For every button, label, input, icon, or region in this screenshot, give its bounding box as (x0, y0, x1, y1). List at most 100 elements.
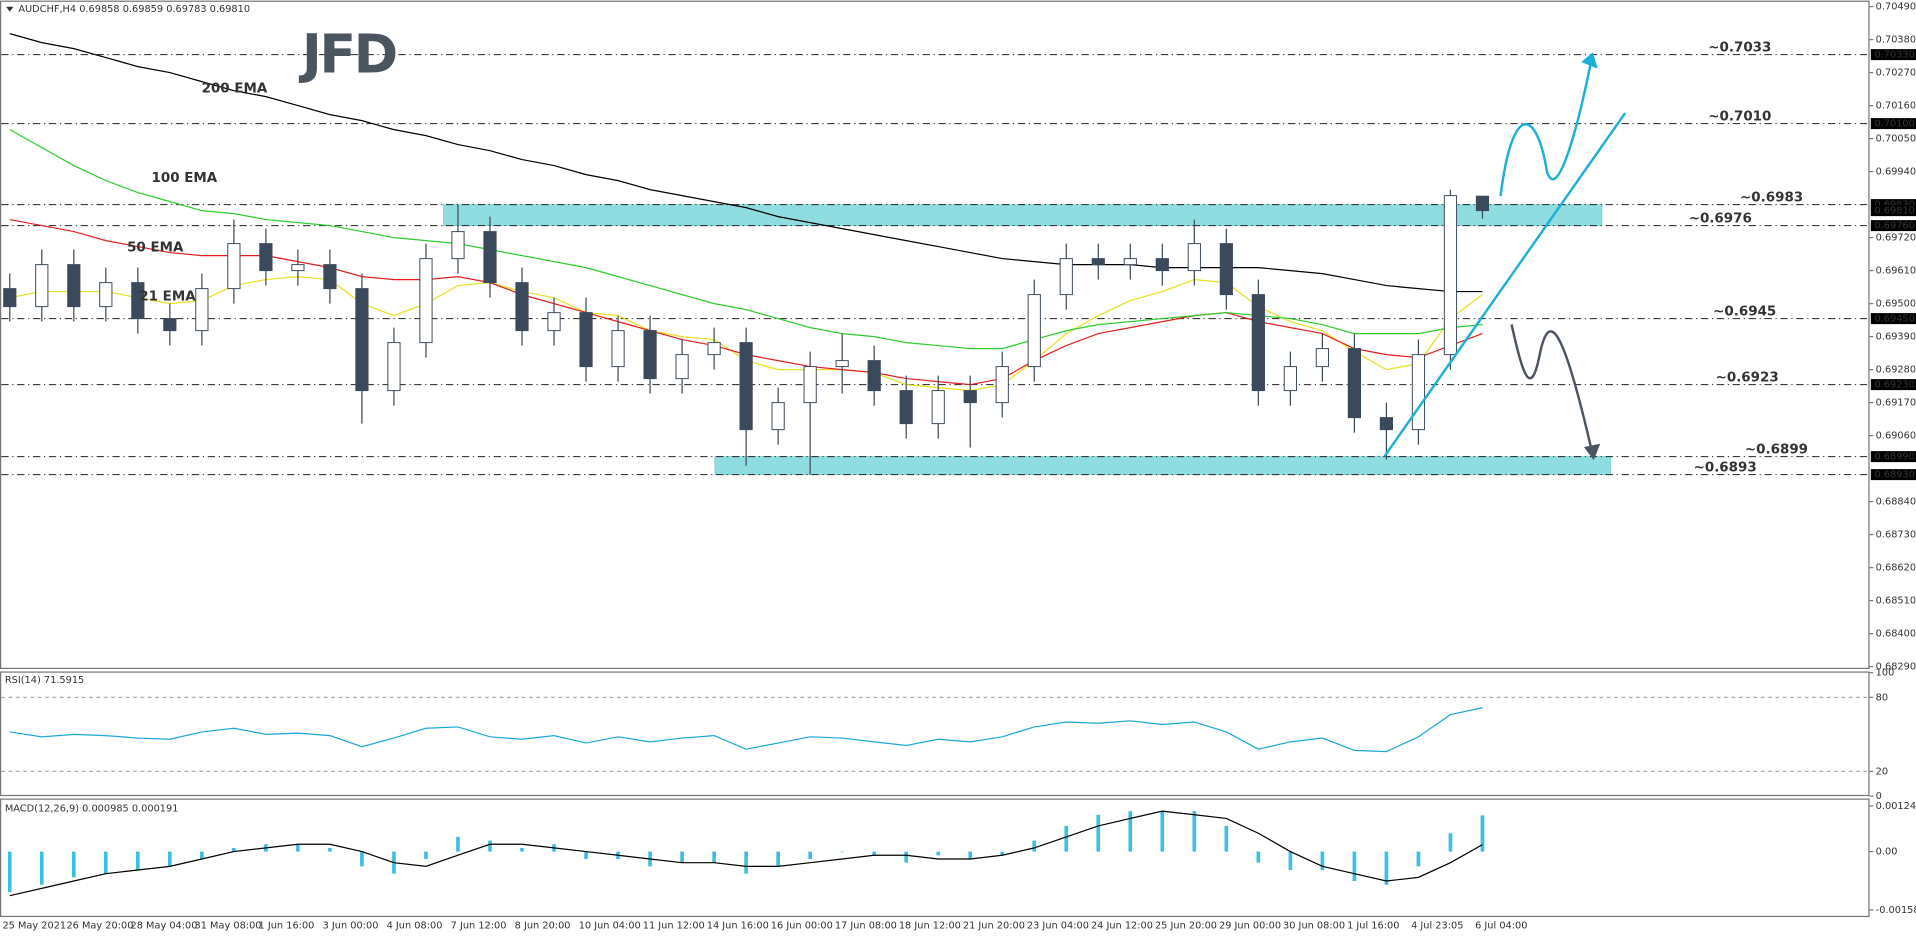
histogram-bar (103, 851, 108, 874)
candle-body (547, 312, 561, 332)
candle-body (707, 342, 721, 356)
candle-body (67, 264, 81, 308)
histogram-bar (1416, 851, 1421, 867)
series-label: 21 EMA (139, 289, 196, 304)
y-tick-label: 0.69060 (1876, 431, 1916, 442)
menu-icon[interactable] (6, 6, 14, 12)
candle-body (899, 390, 913, 425)
x-tick-label: 4 Jun 08:00 (387, 921, 443, 932)
histogram-bar (328, 847, 332, 852)
candle-body (995, 366, 1009, 404)
histogram-bar (136, 851, 140, 870)
x-tick-label: 16 Jun 00:00 (771, 921, 833, 932)
y-tick-label: 0.69390 (1876, 332, 1916, 343)
histogram-bar (456, 836, 460, 852)
price-box-label: 0.70100 (1874, 119, 1914, 130)
histogram-bar (1256, 851, 1261, 863)
y-tick-label: 80 (1876, 692, 1888, 703)
y-tick-label: 0.69610 (1876, 266, 1916, 277)
macd-panel-frame (0, 798, 1870, 918)
candle-body (675, 354, 689, 380)
candle-body (1059, 258, 1073, 296)
candle-body (163, 318, 177, 332)
histogram-bar (1128, 811, 1133, 852)
main-panel-frame (0, 0, 1870, 670)
y-tick-label: -0.001585 (1876, 905, 1916, 916)
x-tick-label: 28 May 04:00 (131, 921, 198, 932)
candle-body (3, 288, 17, 308)
series-label: 100 EMA (152, 171, 218, 186)
candle-body (771, 402, 785, 431)
candle-body (1123, 258, 1137, 266)
x-tick-label: 11 Jun 12:00 (643, 921, 705, 932)
candle-body (1219, 243, 1233, 296)
series-label: 50 EMA (127, 240, 184, 255)
y-tick-label: 0.69170 (1876, 398, 1916, 409)
candle-body (515, 282, 529, 332)
histogram-bar (1160, 811, 1165, 852)
zone (714, 456, 1611, 475)
histogram-bar (7, 851, 12, 893)
zone (443, 204, 1603, 226)
histogram-bar (1096, 814, 1101, 852)
candle-body (291, 264, 305, 272)
price-box (1870, 313, 1916, 325)
y-tick-label: 0 (1876, 791, 1882, 802)
symbol-header: AUDCHF,H4 0.69858 0.69859 0.69783 0.6981… (18, 4, 250, 15)
level-label: ~0.6923 (1716, 370, 1779, 385)
y-tick-label: 0.69500 (1876, 299, 1916, 310)
ema-line (9, 33, 1483, 293)
x-tick-label: 25 May 2021 (2, 921, 66, 932)
candle-body (195, 288, 209, 332)
candle-body (931, 390, 945, 425)
histogram-bar (680, 851, 684, 863)
y-tick-label: 0.68400 (1876, 629, 1916, 640)
price-box-label: 0.70330 (1874, 50, 1914, 61)
x-tick-label: 24 Jun 12:00 (1091, 921, 1153, 932)
y-tick-label: 0.00 (1876, 847, 1898, 858)
candle-body (35, 264, 49, 308)
candle-body (99, 282, 113, 308)
candle-body (323, 264, 337, 290)
y-tick-label: 0.70380 (1876, 35, 1916, 46)
y-tick-label: 0.69280 (1876, 365, 1916, 376)
histogram-bar (1000, 851, 1005, 856)
price-box (1870, 49, 1916, 61)
price-box-label: 0.68930 (1874, 470, 1914, 481)
price-box-label: 0.69450 (1874, 314, 1914, 325)
x-tick-label: 25 Jun 20:00 (1155, 921, 1217, 932)
price-box-label: 0.69830 (1874, 200, 1914, 211)
candle-body (419, 258, 433, 344)
histogram-bar (1384, 851, 1389, 885)
candle-body (1091, 258, 1105, 266)
y-tick-label: 0.68840 (1876, 497, 1916, 508)
histogram-bar (712, 851, 716, 863)
histogram-bar (1288, 851, 1293, 870)
price-box (1870, 379, 1916, 391)
histogram-bar (360, 851, 364, 867)
candle-body (483, 231, 497, 284)
histogram-bar (168, 851, 172, 867)
x-tick-label: 17 Jun 08:00 (835, 921, 897, 932)
candle-body (1411, 354, 1426, 431)
x-tick-label: 29 Jun 00:00 (1219, 921, 1281, 932)
x-tick-label: 10 Jun 04:00 (579, 921, 641, 932)
x-tick-label: 21 Jun 20:00 (963, 921, 1025, 932)
candle-body (803, 366, 817, 404)
y-tick-label: 0.70270 (1876, 68, 1916, 79)
arrow-head (1583, 443, 1601, 461)
series-label: 200 EMA (202, 82, 268, 97)
x-tick-label: 1 Jul 16:00 (1347, 921, 1399, 932)
candle-body (1283, 366, 1297, 392)
histogram-bar (1224, 825, 1229, 852)
histogram-bar (936, 851, 941, 856)
histogram-bar (200, 851, 204, 859)
histogram-bar (904, 851, 909, 863)
candle-body (1251, 294, 1265, 392)
histogram-bar (1320, 851, 1325, 870)
candle-body (963, 390, 977, 404)
last-price-box (1870, 205, 1916, 217)
histogram-bar (71, 851, 76, 878)
level-label: ~0.6976 (1689, 211, 1752, 226)
